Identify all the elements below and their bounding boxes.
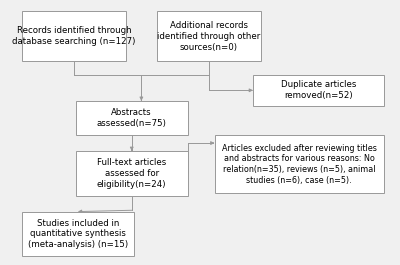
Text: Studies included in
quantitative synthesis
(meta-analysis) (n=15): Studies included in quantitative synthes…	[28, 219, 128, 249]
FancyBboxPatch shape	[253, 74, 384, 106]
Text: Records identified through
database searching (n=127): Records identified through database sear…	[12, 26, 136, 46]
Text: Duplicate articles
removed(n=52): Duplicate articles removed(n=52)	[281, 81, 356, 100]
FancyBboxPatch shape	[22, 211, 134, 257]
FancyBboxPatch shape	[76, 151, 188, 196]
FancyBboxPatch shape	[22, 11, 126, 61]
Text: Full-text articles
assessed for
eligibility(n=24): Full-text articles assessed for eligibil…	[97, 158, 166, 189]
Text: Additional records
identified through other
sources(n=0): Additional records identified through ot…	[157, 21, 260, 51]
FancyBboxPatch shape	[76, 101, 188, 135]
Text: Abstracts
assessed(n=75): Abstracts assessed(n=75)	[97, 108, 167, 128]
Text: Articles excluded after reviewing titles
and abstracts for various reasons: No
r: Articles excluded after reviewing titles…	[222, 144, 377, 185]
FancyBboxPatch shape	[214, 135, 384, 193]
FancyBboxPatch shape	[157, 11, 261, 61]
